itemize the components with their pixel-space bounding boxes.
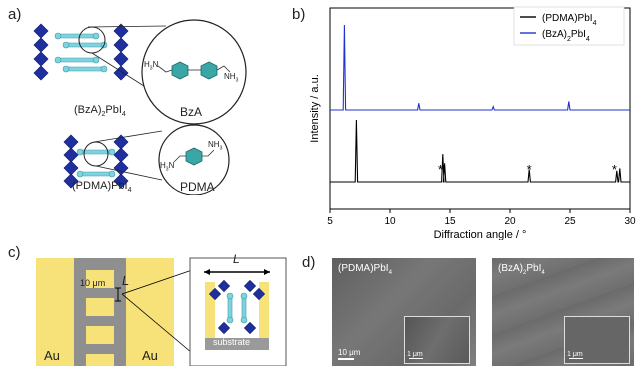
panel-b-letter: b) — [292, 6, 306, 23]
bza-amine-left: H3N — [144, 60, 159, 72]
peak-annotation: * — [527, 162, 532, 177]
panel-a-graphic — [33, 19, 247, 189]
pdma-molecule-label: PDMA — [180, 180, 215, 194]
sem-image-pdma-label: (PDMA)PbI4 — [338, 263, 392, 276]
pdma-compound-label: (PDMA)PbI4 — [72, 180, 132, 195]
bza-molecule-label: BzA — [180, 105, 203, 119]
peak-annotation: * — [612, 162, 617, 177]
pdma-amine-right: NH3 — [208, 140, 223, 152]
sem-image-bza-inset: 1 μm — [564, 316, 630, 364]
x-tick-label: 20 — [504, 216, 516, 227]
plot-frame — [329, 7, 631, 210]
peak-annotation: * — [438, 162, 443, 177]
scale-bar-main — [338, 358, 354, 360]
inset-gap-symbol: L — [233, 252, 240, 266]
x-tick-label: 25 — [564, 216, 576, 227]
scale-inset-label: 1 μm — [407, 351, 423, 358]
sem-image-pdma-inset: 1 μm — [404, 316, 470, 364]
x-tick-label: 15 — [444, 216, 456, 227]
scale-bar-inset — [409, 358, 423, 359]
xrd-chart: 5 10 15 20 25 30 Diffraction angle / ° Intensit… — [309, 6, 636, 240]
gap-symbol-label: L — [122, 273, 130, 288]
panel-c-letter: c) — [8, 244, 21, 261]
panel-b: b) 5 10 15 20 25 30 Diffraction angle / ° Inten… — [290, 0, 638, 240]
sem-image-bza: (BzA)2PbI4 1 μm — [492, 258, 634, 366]
pdma-structure — [63, 130, 163, 189]
bza-amine-right: NH3 — [224, 72, 239, 84]
panel-c: c) — [0, 244, 300, 366]
x-tick-label: 10 — [384, 216, 396, 227]
pdma-amine-left: H3N — [160, 161, 175, 173]
scale-main-label: 10 μm — [338, 348, 361, 357]
sem-image-bza-label: (BzA)2PbI4 — [498, 263, 545, 276]
x-tick-label: 5 — [327, 216, 333, 227]
panel-a-letter: a) — [8, 6, 22, 23]
legend-entry: (BzA)2PbI4 — [542, 29, 590, 43]
bza-structure — [33, 19, 247, 125]
sem-image-pdma: (PDMA)PbI4 1 μm 10 μm — [332, 258, 476, 366]
electrode-device — [36, 258, 199, 366]
electrode-left-label: Au — [44, 348, 60, 363]
x-tick-label: 30 — [624, 216, 636, 227]
series-line — [330, 119, 630, 183]
scale-bar-inset — [569, 358, 583, 359]
y-axis-label: Intensity / a.u. — [309, 74, 321, 142]
panel-d: d) (PDMA)PbI4 1 μm 10 μm (BzA)2PbI4 1 μm — [300, 244, 638, 366]
device-cross-section — [189, 257, 287, 366]
substrate-label: substrate — [213, 337, 251, 347]
panel-c-graphic — [36, 257, 287, 366]
x-axis-label: Diffraction angle / ° — [434, 229, 527, 240]
panel-d-letter: d) — [302, 254, 316, 271]
electrode-right-label: Au — [142, 348, 158, 363]
panel-a: a) — [0, 0, 290, 195]
scale-inset-label: 1 μm — [567, 351, 583, 358]
legend-box — [513, 6, 625, 46]
legend-entry: (PDMA)PbI4 — [542, 13, 597, 27]
series-line — [330, 24, 630, 111]
gap-value-label: 10 μm — [80, 278, 106, 288]
bza-compound-label: (BzA)2PbI4 — [74, 104, 126, 119]
pdma-molecule-inset — [158, 124, 230, 195]
